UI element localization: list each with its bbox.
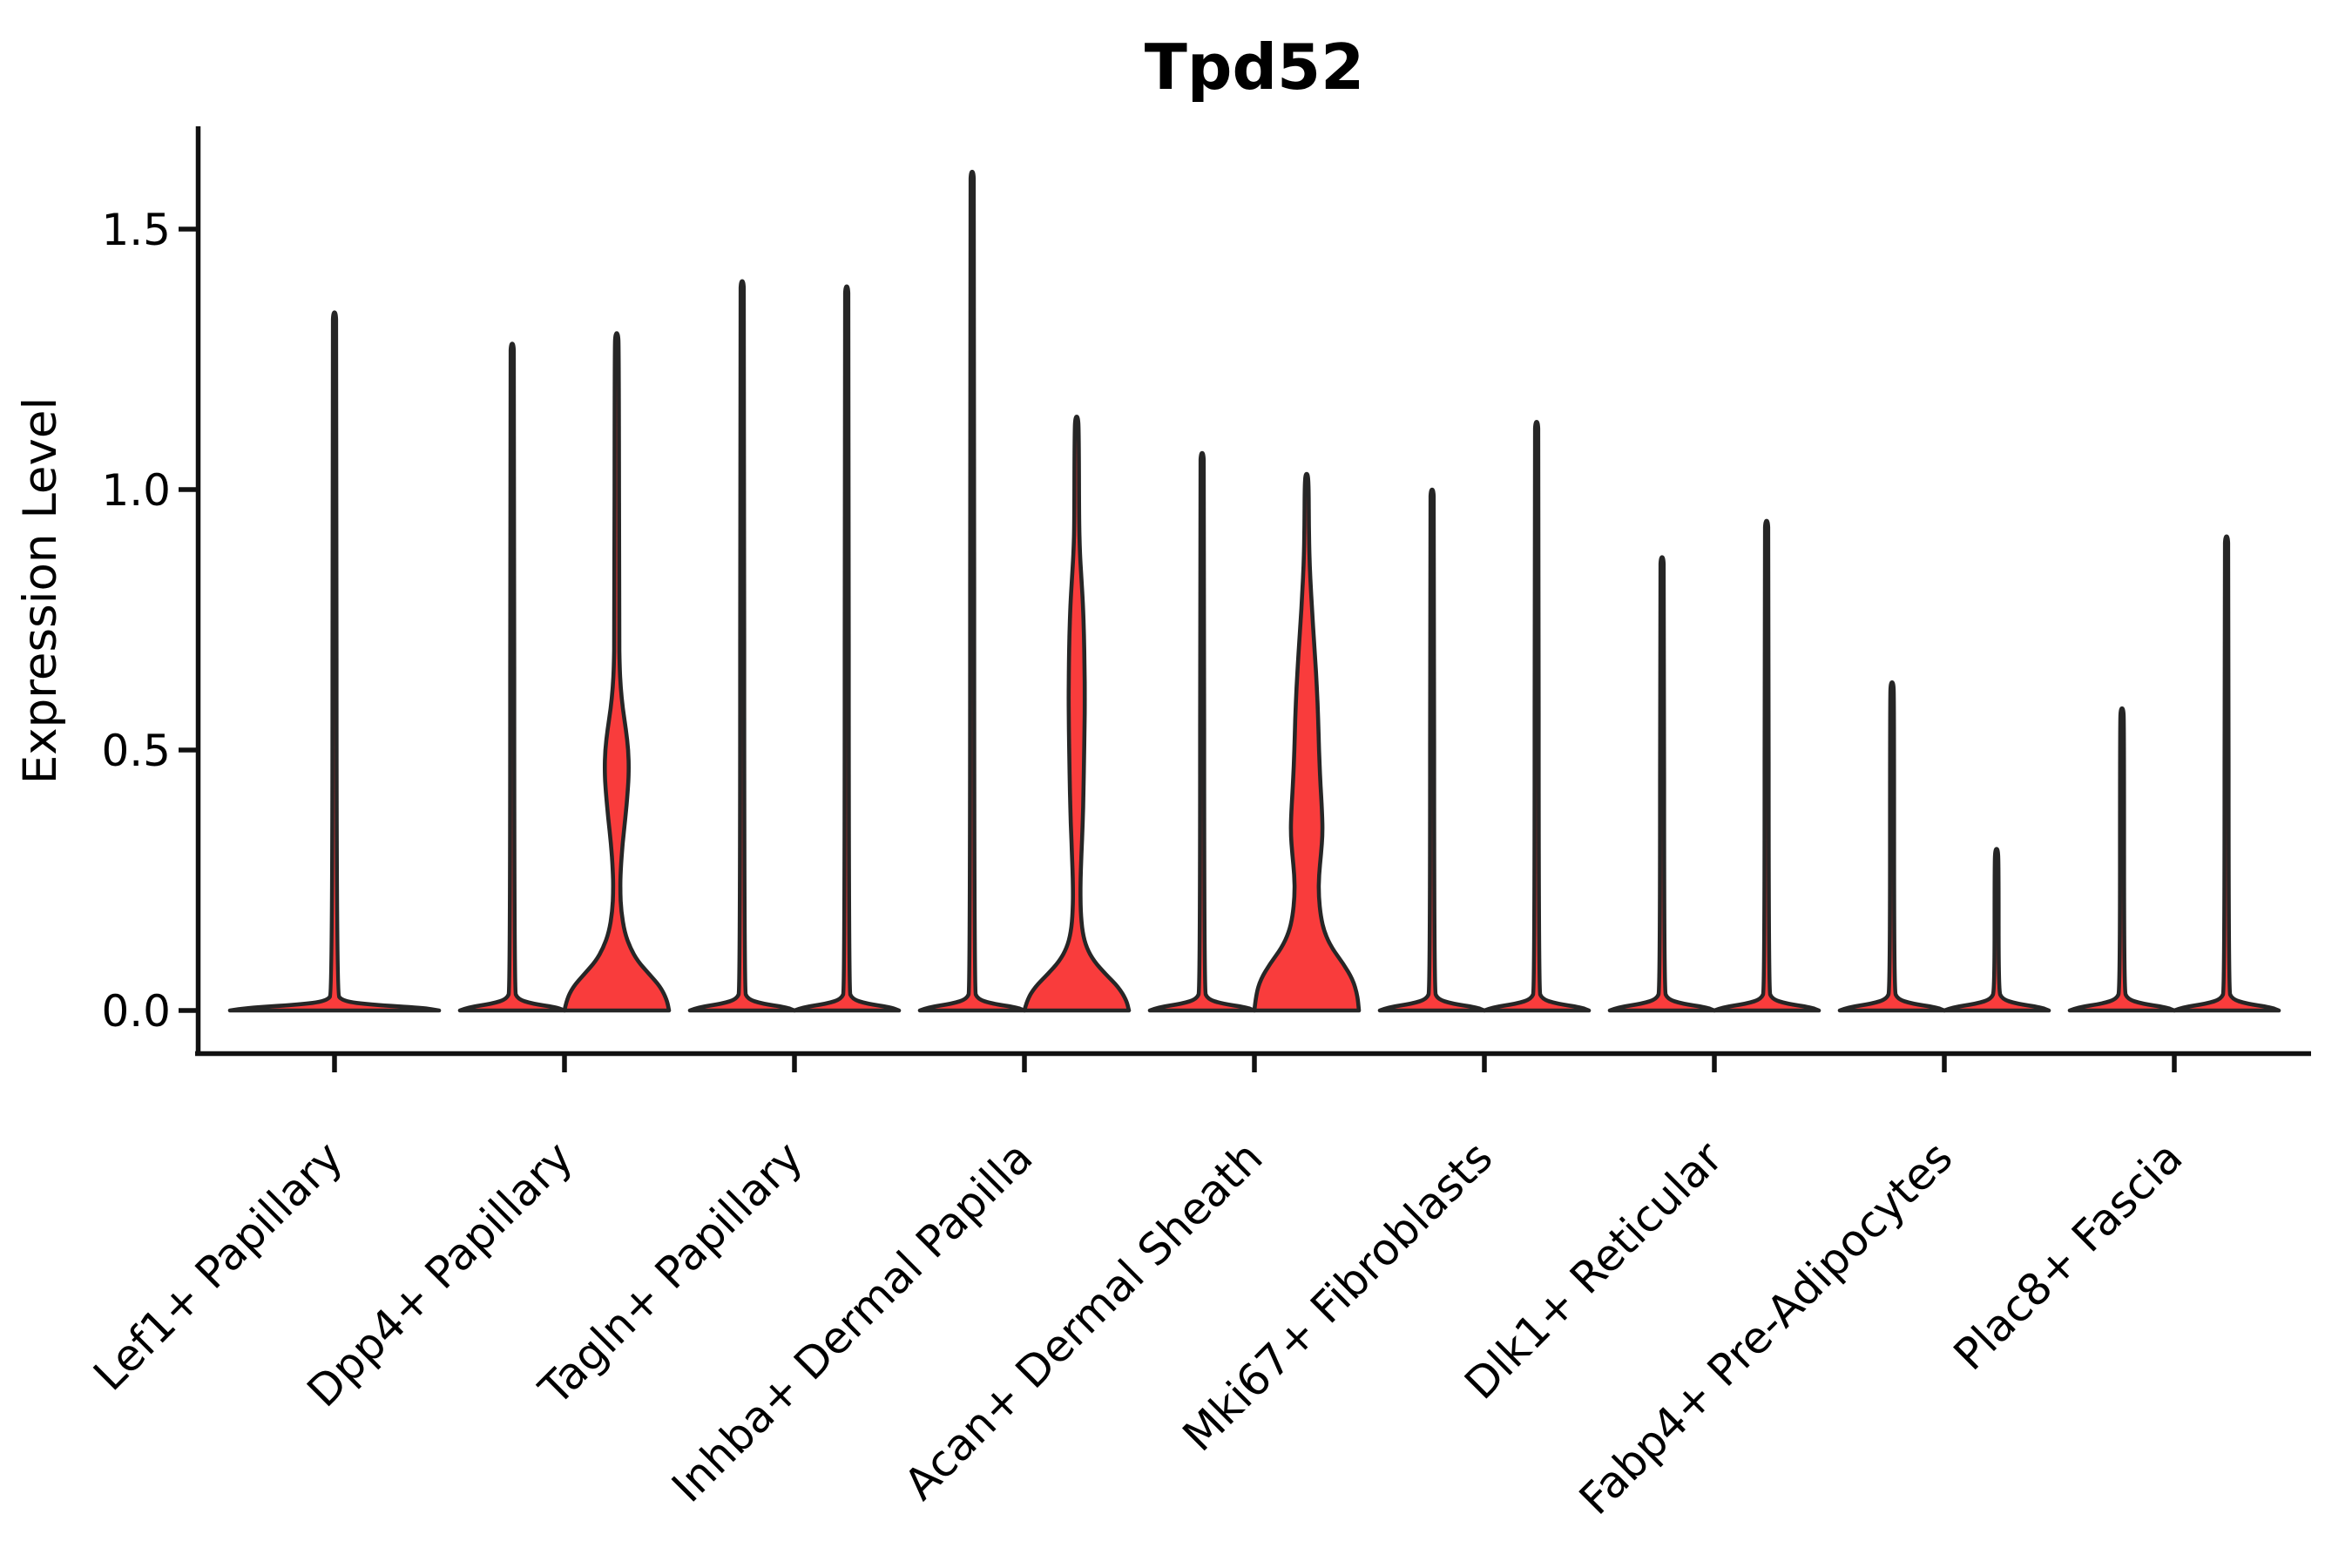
x-tick-label: Fabp4+ Pre-Adipocytes bbox=[1570, 1132, 1963, 1524]
violin-shape bbox=[1607, 555, 1717, 1013]
y-axis-label: Expression Level bbox=[14, 397, 67, 784]
y-tick-label: 1.0 bbox=[101, 465, 171, 516]
violin-shape bbox=[687, 279, 797, 1013]
violin-shape bbox=[2067, 706, 2177, 1013]
x-tick-label: Plac8+ Fascia bbox=[1944, 1132, 2193, 1380]
violins-layer bbox=[227, 169, 2281, 1013]
x-tick-label: Lef1+ Papillary bbox=[84, 1132, 352, 1400]
y-ticks-layer: 0.0 0.5 1.0 1.5 bbox=[101, 205, 196, 1037]
violin-shape bbox=[2172, 534, 2281, 1013]
violin-shape bbox=[1252, 471, 1362, 1013]
violin-shape bbox=[1147, 450, 1257, 1013]
violin-shape bbox=[1377, 487, 1487, 1013]
y-tick-label: 0.5 bbox=[101, 726, 171, 776]
violin-shape bbox=[1942, 847, 2051, 1013]
violin-shape bbox=[227, 310, 442, 1013]
y-tick-label: 0.0 bbox=[101, 986, 171, 1037]
violin-shape bbox=[1022, 415, 1132, 1013]
violin-shape bbox=[1712, 518, 1821, 1013]
y-tick-label: 1.5 bbox=[101, 205, 171, 255]
plot-title: Tpd52 bbox=[1145, 30, 1364, 104]
violin-shape bbox=[1837, 680, 1947, 1013]
violin-shape bbox=[792, 284, 902, 1013]
violin-shape bbox=[917, 169, 1027, 1013]
violin-shape bbox=[457, 341, 567, 1013]
violin-shape bbox=[562, 331, 672, 1013]
violin-shape bbox=[1482, 420, 1592, 1013]
